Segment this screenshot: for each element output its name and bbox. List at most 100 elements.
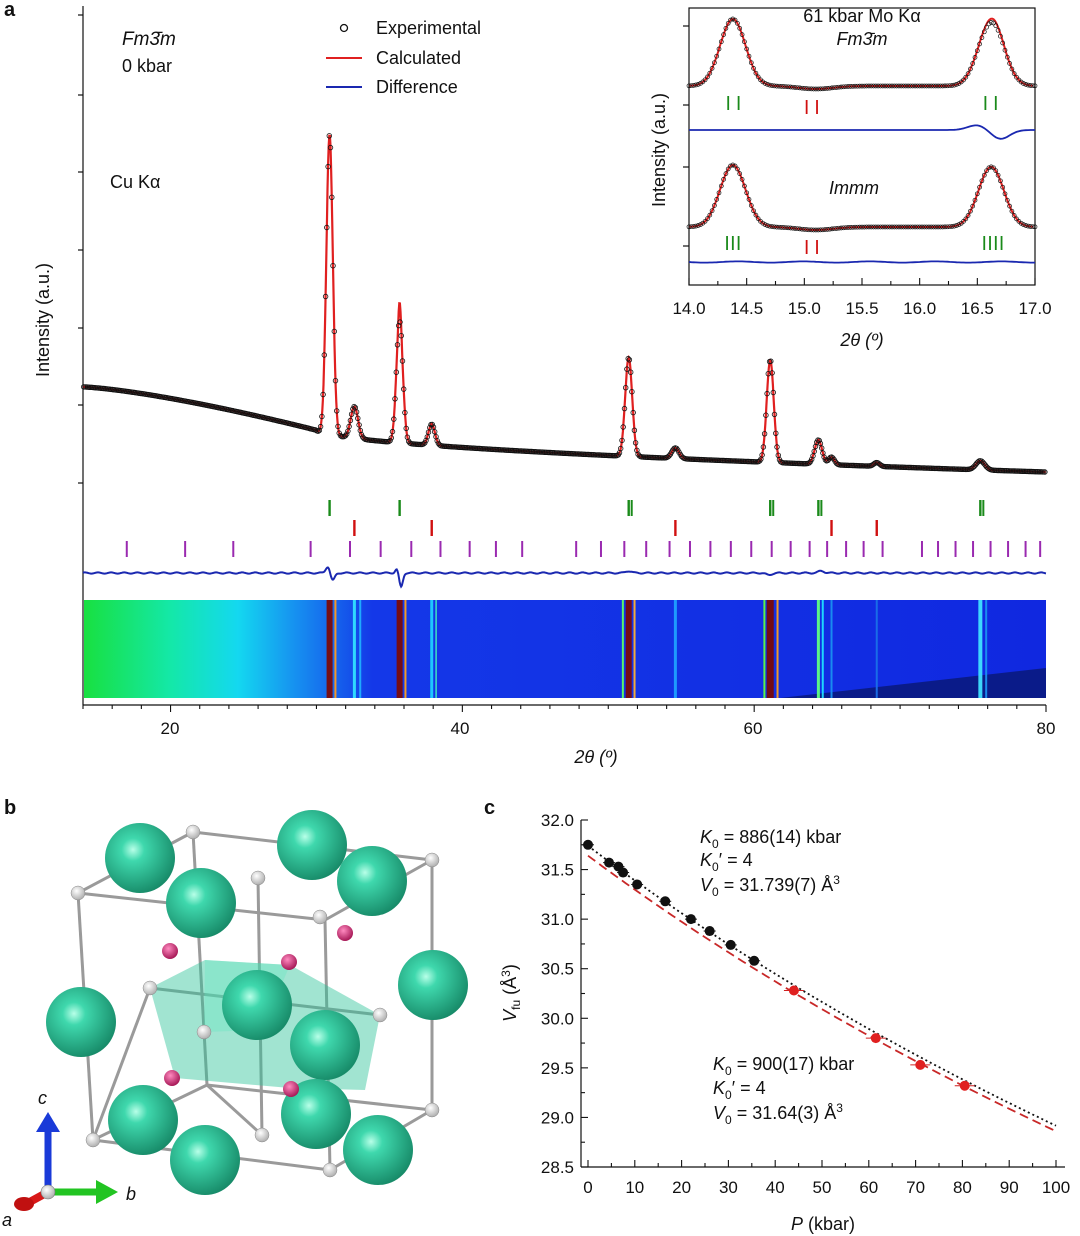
detector-line <box>359 600 362 698</box>
inset-experimental-point <box>769 224 775 229</box>
inset-experimental-point <box>744 46 750 52</box>
experimental-point <box>322 293 329 300</box>
inset-experimental-point <box>1000 40 1006 46</box>
inset-experimental-point <box>693 82 699 88</box>
inset-experimental-point <box>901 224 906 230</box>
inset-calculated-top <box>689 17 1034 90</box>
inset-experimental-point <box>885 224 890 230</box>
inset-experimental-point <box>903 224 909 230</box>
inset-experimental-point <box>993 168 999 174</box>
detector-line <box>776 600 779 698</box>
fit1-v0: V0 = 31.739(7) Å3 <box>700 873 840 899</box>
inset-experimental-point <box>714 53 720 59</box>
inset-experimental-point <box>774 224 780 230</box>
experimental-point <box>620 424 626 430</box>
inset-experimental-point <box>949 83 955 88</box>
inset-experimental-point <box>716 190 722 196</box>
inset-experimental-point <box>857 83 863 89</box>
experimental-point <box>634 447 640 453</box>
experimental-point <box>320 391 326 398</box>
hydrogen-atom <box>337 925 353 941</box>
data-point-black <box>704 926 715 937</box>
c-x-tick-label: 90 <box>1000 1178 1019 1197</box>
inset-experimental-point <box>765 223 770 228</box>
inset-experimental-point <box>829 85 835 91</box>
main-y-ticks <box>78 14 83 484</box>
inset-experimental-point <box>801 86 807 91</box>
inset-calculated-bottom <box>689 163 1034 231</box>
white-atom <box>185 824 201 840</box>
inset-experimental-point <box>1021 81 1026 86</box>
white-atom <box>372 1007 388 1023</box>
legend: Experimental Calculated Difference <box>326 18 481 97</box>
inset-experimental-point <box>848 225 853 230</box>
main-diffraction-plot: 20 40 60 80 2θ (º) Intensity (a.u.) Fm3̄… <box>33 6 1055 767</box>
inset-experimental-point <box>737 171 743 176</box>
inset-experimental-point <box>986 165 992 171</box>
inset-experimental-point <box>963 216 969 222</box>
detector-line <box>821 600 824 698</box>
experimental-point <box>392 396 398 402</box>
experimental-point <box>809 456 815 462</box>
inset-experimental-point <box>818 86 823 92</box>
inset-experimental-point <box>935 83 941 89</box>
axis-triad: c b a <box>2 1088 136 1230</box>
inset-experimental-point <box>742 39 747 45</box>
experimental-point <box>770 389 776 396</box>
experimental-point <box>811 448 817 455</box>
experimental-point <box>764 390 770 397</box>
white-atom <box>142 980 158 996</box>
white-atom <box>70 885 86 901</box>
inset-experimental-point <box>947 224 953 230</box>
inset-experimental-point <box>931 83 936 89</box>
inset-experimental-point <box>954 223 959 228</box>
inset-experimental-point <box>829 226 835 232</box>
inset-experimental-point <box>1011 71 1017 76</box>
inset-experimental-point <box>695 82 701 87</box>
experimental-point <box>673 445 680 452</box>
inset-experimental-point <box>755 216 761 221</box>
inset-experimental-point <box>974 191 980 197</box>
inset-experimental-point <box>871 83 876 89</box>
white-atom <box>196 1024 212 1040</box>
data-point-black <box>632 879 643 890</box>
inset-x-tick-label: 17.0 <box>1018 299 1051 318</box>
inset-experimental-point <box>910 224 916 230</box>
inset-experimental-point <box>698 81 703 86</box>
data-point-red <box>915 1059 926 1070</box>
c-y-tick-label: 31.0 <box>541 910 574 929</box>
detector-line <box>816 600 820 698</box>
experimental-point <box>344 431 350 437</box>
inset-experimental-point <box>850 83 856 89</box>
inset-experimental-point <box>956 222 962 227</box>
inset-experimental-point <box>905 224 911 230</box>
white-atom <box>424 852 440 868</box>
inset-experimental-point <box>781 84 786 89</box>
inset-title: 61 kbar Mo Kα <box>803 6 920 26</box>
inset-experimental-point <box>921 224 927 230</box>
fit2-k0: K0 = 900(17) kbar <box>713 1054 854 1078</box>
inset-experimental-point <box>820 86 826 92</box>
experimental-point <box>325 163 331 170</box>
inset-experimental-point <box>951 223 957 229</box>
inset-experimental-point <box>827 226 833 232</box>
inset-experimental-point <box>1025 82 1031 88</box>
main-x-tick-80: 80 <box>1037 719 1056 738</box>
experimental-point <box>830 455 836 461</box>
inset-experimental-point <box>944 83 950 89</box>
inset-experimental-point <box>767 223 773 229</box>
c-y-tick-label: 31.5 <box>541 861 574 880</box>
experimental-point <box>402 409 408 416</box>
inset-experimental-point <box>965 213 971 218</box>
inset-experimental-point <box>709 208 715 214</box>
inset-experimental-point <box>956 81 962 86</box>
inset-experimental-bottom <box>686 162 1038 233</box>
inset-experimental-point <box>961 77 966 83</box>
metal-atom <box>281 1079 351 1149</box>
experimental-point <box>316 427 323 433</box>
inset-experimental-point <box>804 86 809 91</box>
inset-experimental-point <box>855 83 860 89</box>
inset-experimental-point <box>1007 203 1012 209</box>
c-y-tick-label: 29.5 <box>541 1059 574 1078</box>
inset-experimental-point <box>940 83 946 89</box>
